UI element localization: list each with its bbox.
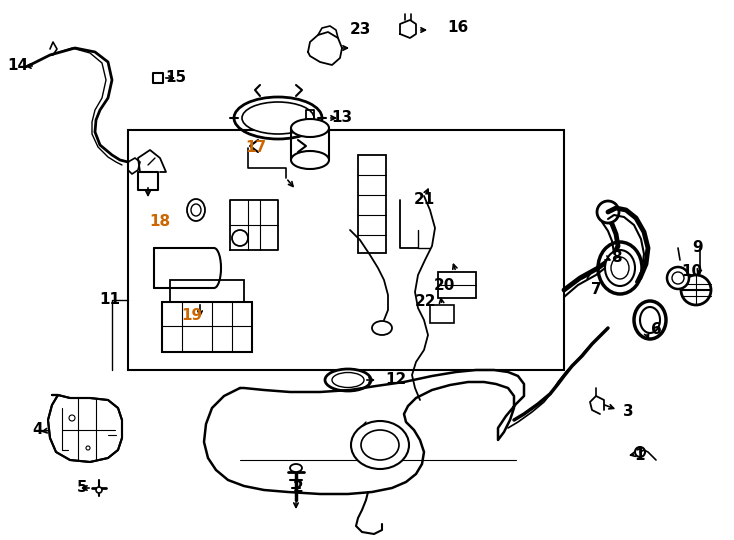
Bar [430,305,454,323]
Ellipse shape [242,102,314,134]
Ellipse shape [361,430,399,460]
Bar [358,155,386,253]
Bar [170,280,244,302]
Text: 22: 22 [415,294,437,309]
Text: 11: 11 [100,293,120,307]
Text: 10: 10 [681,265,702,280]
Ellipse shape [96,487,102,493]
Ellipse shape [672,272,684,284]
Text: 5: 5 [76,481,87,496]
Text: 3: 3 [622,404,633,420]
Text: 8: 8 [611,251,621,266]
Ellipse shape [191,204,201,216]
Text: 23: 23 [349,23,371,37]
Ellipse shape [667,267,689,289]
Ellipse shape [232,230,248,246]
Ellipse shape [291,151,329,169]
Ellipse shape [598,242,642,294]
Text: 18: 18 [150,214,170,230]
Text: 4: 4 [33,422,43,437]
Ellipse shape [325,369,371,391]
Text: 14: 14 [7,58,29,73]
Ellipse shape [634,301,666,339]
Text: 16: 16 [448,21,468,36]
Ellipse shape [187,199,205,221]
Ellipse shape [611,257,629,279]
Ellipse shape [605,250,635,286]
Text: 1: 1 [635,448,645,462]
Bar [162,302,252,352]
Bar [128,130,564,370]
Polygon shape [204,370,524,494]
Ellipse shape [234,97,322,139]
Ellipse shape [351,421,409,469]
Ellipse shape [635,447,645,457]
Bar [438,272,476,298]
Text: 21: 21 [413,192,435,207]
Ellipse shape [291,119,329,137]
Ellipse shape [290,464,302,472]
Text: 15: 15 [165,71,186,85]
Text: 20: 20 [433,279,454,294]
Ellipse shape [372,321,392,335]
Ellipse shape [640,307,660,333]
Text: 7: 7 [591,282,601,298]
Text: 6: 6 [650,322,661,338]
Text: 2: 2 [293,481,303,496]
Ellipse shape [332,373,364,388]
Text: 17: 17 [245,140,266,156]
Ellipse shape [597,201,619,223]
Text: 13: 13 [332,111,352,125]
Ellipse shape [681,275,711,305]
Text: 9: 9 [693,240,703,255]
Text: 19: 19 [181,308,203,323]
Polygon shape [48,395,122,462]
Text: 12: 12 [385,373,407,388]
